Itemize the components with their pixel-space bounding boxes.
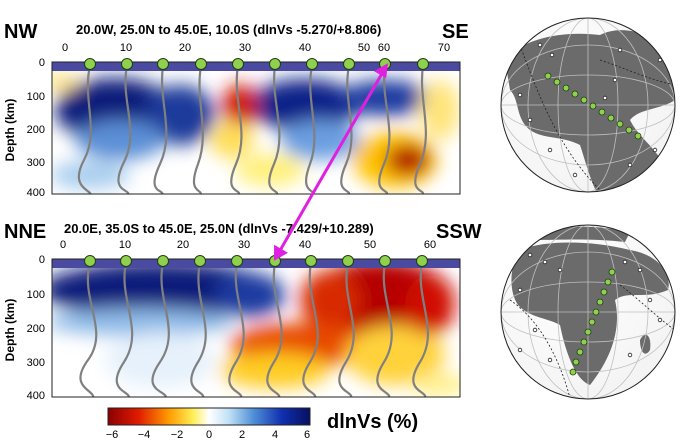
bottom-globe-graticule (501, 225, 675, 399)
colorbar-tick: 4 (272, 429, 278, 441)
bottom-ray-paths (79, 262, 429, 397)
colorbar-tick: 6 (304, 429, 310, 441)
top-ray-paths (77, 65, 427, 194)
bottom-frame (51, 258, 461, 398)
top-x-tick: 50 (358, 42, 370, 54)
colorbar-tick: 2 (239, 429, 245, 441)
colorbar-tick: −2 (171, 429, 184, 441)
colorbar-tick: −6 (106, 429, 119, 441)
bottom-y-tick: 0 (39, 254, 45, 266)
top-x-axis: 0 10 20 30 40 50 60 70 (62, 42, 450, 54)
top-section-title: 20.0W, 25.0N to 45.0E, 10.0S (dlnVs -5.2… (76, 22, 381, 37)
bottom-y-axis-label: Depth (km) (3, 299, 17, 362)
bottom-globe-landmass (511, 242, 669, 385)
bottom-y-tick: 300 (27, 357, 45, 369)
top-left-direction-label: NW (4, 21, 37, 43)
bottom-x-tick: 40 (299, 239, 311, 251)
top-y-tick: 0 (39, 57, 45, 69)
top-x-tick: 40 (299, 42, 311, 54)
top-cross-section: NW SE 20.0W, 25.0N to 45.0E, 10.0S (dlnV… (3, 21, 469, 199)
bottom-globe-map (500, 224, 676, 400)
top-y-axis: 0 100 200 300 400 (27, 57, 45, 199)
top-x-tick: 70 (438, 42, 450, 54)
bottom-y-tick: 100 (27, 289, 45, 301)
top-tomography-image (52, 62, 460, 194)
bottom-x-tick: 50 (364, 239, 376, 251)
top-surface-band (52, 62, 460, 71)
top-station-markers (84, 58, 429, 70)
colorbar-gradient (107, 407, 311, 426)
intersection-connector (274, 63, 388, 261)
bottom-tomography-image (52, 259, 460, 397)
top-x-tick: 20 (179, 42, 191, 54)
top-x-tick: 30 (239, 42, 251, 54)
bottom-x-axis: 0 10 20 30 40 50 60 (60, 239, 436, 251)
top-y-axis-label: Depth (km) (3, 99, 17, 162)
top-y-tick: 400 (27, 187, 45, 199)
top-globe-other-stations (517, 42, 663, 183)
bottom-globe-other-stations (517, 252, 663, 363)
bottom-y-tick: 400 (27, 390, 45, 402)
colorbar-tick: −4 (138, 429, 151, 441)
bottom-globe-profile-stations (569, 268, 616, 376)
top-x-tick: 10 (120, 42, 132, 54)
bottom-cross-section: NNE SSW 20.0E, 35.0S to 45.0E, 25.0N (dl… (3, 221, 482, 402)
top-right-direction-label: SE (442, 21, 469, 43)
bottom-x-tick: 10 (119, 239, 131, 251)
bottom-x-tick: 60 (424, 239, 436, 251)
bottom-left-direction-label: NNE (4, 221, 46, 243)
bottom-x-tick: 0 (60, 239, 66, 251)
top-globe-profile-stations (544, 72, 642, 140)
bottom-x-tick: 20 (177, 239, 189, 251)
top-globe-graticule (501, 18, 675, 192)
colorbar-label: dlnVs (%) (327, 411, 418, 433)
top-frame (51, 61, 461, 195)
bottom-section-title: 20.0E, 35.0S to 45.0E, 25.0N (dlnVs -7.4… (64, 221, 374, 236)
bottom-y-tick: 200 (27, 323, 45, 335)
colorbar: −6 −4 −2 0 2 4 6 dlnVs (%) (106, 407, 418, 441)
colorbar-ticks: −6 −4 −2 0 2 4 6 (106, 429, 310, 441)
top-x-tick: 0 (62, 42, 68, 54)
colorbar-tick: 0 (206, 429, 212, 441)
top-y-tick: 200 (27, 124, 45, 136)
top-y-tick: 100 (27, 91, 45, 103)
bottom-right-direction-label: SSW (436, 221, 482, 243)
bottom-x-tick: 30 (238, 239, 250, 251)
top-globe-map (500, 17, 676, 193)
top-x-tick: 60 (378, 42, 390, 54)
bottom-y-axis: 0 100 200 300 400 (27, 254, 45, 402)
top-y-tick: 300 (27, 157, 45, 169)
bottom-surface-band (52, 259, 460, 268)
